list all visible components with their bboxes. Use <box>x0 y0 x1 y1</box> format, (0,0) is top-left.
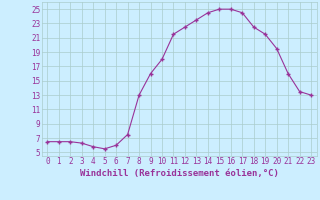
X-axis label: Windchill (Refroidissement éolien,°C): Windchill (Refroidissement éolien,°C) <box>80 169 279 178</box>
